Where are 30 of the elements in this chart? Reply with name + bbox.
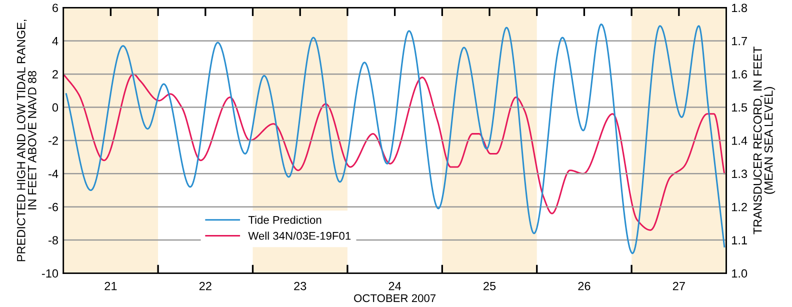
x-tick-label: 23 xyxy=(294,282,306,290)
y2-tick-label: 1.1 xyxy=(732,236,747,244)
y-tick-label: -8 xyxy=(48,236,58,244)
x-tick-label: 22 xyxy=(199,282,212,290)
y2-tick-label: 1.8 xyxy=(732,4,748,12)
x-tick-label: 27 xyxy=(672,282,685,290)
y-tick-label: 6 xyxy=(52,4,58,12)
y2-tick-label: 1.2 xyxy=(732,202,747,212)
y2-axis-title: TRANSDUCER RECORD, IN FEET (MEAN SEA LEVEL) xyxy=(753,46,776,234)
y-tick-label: 2 xyxy=(52,70,58,78)
y-tick-label: 0 xyxy=(52,103,58,112)
y-tick-label: 4 xyxy=(52,37,58,46)
x-tick-label: 25 xyxy=(484,282,496,290)
x-axis-title: OCTOBER 2007 xyxy=(354,294,436,302)
y2-tick-label: 1.5 xyxy=(732,103,748,112)
y-tick-label: -6 xyxy=(48,202,58,212)
x-tick-label: 24 xyxy=(388,282,402,290)
y2-tick-label: 1.6 xyxy=(732,70,748,78)
legend-label: Well 34N/03E-19F01 xyxy=(248,232,351,240)
legend-label: Tide Prediction xyxy=(248,216,322,224)
x-tick-label: 21 xyxy=(104,282,117,290)
y-axis-title: PREDICTED HIGH AND LOW TIDAL RANGE, IN FEET ABOVE NAVD 88 xyxy=(16,20,36,262)
y-tick-label: -4 xyxy=(48,170,58,178)
y2-tick-label: 1.7 xyxy=(732,37,747,46)
y-tick-label: -2 xyxy=(48,136,58,145)
y2-tick-label: 1.0 xyxy=(732,269,748,278)
y2-tick-label: 1.3 xyxy=(732,170,748,178)
y2-tick-label: 1.4 xyxy=(732,136,748,145)
x-tick-label: 26 xyxy=(578,282,590,290)
y-tick-label: -10 xyxy=(42,269,58,278)
